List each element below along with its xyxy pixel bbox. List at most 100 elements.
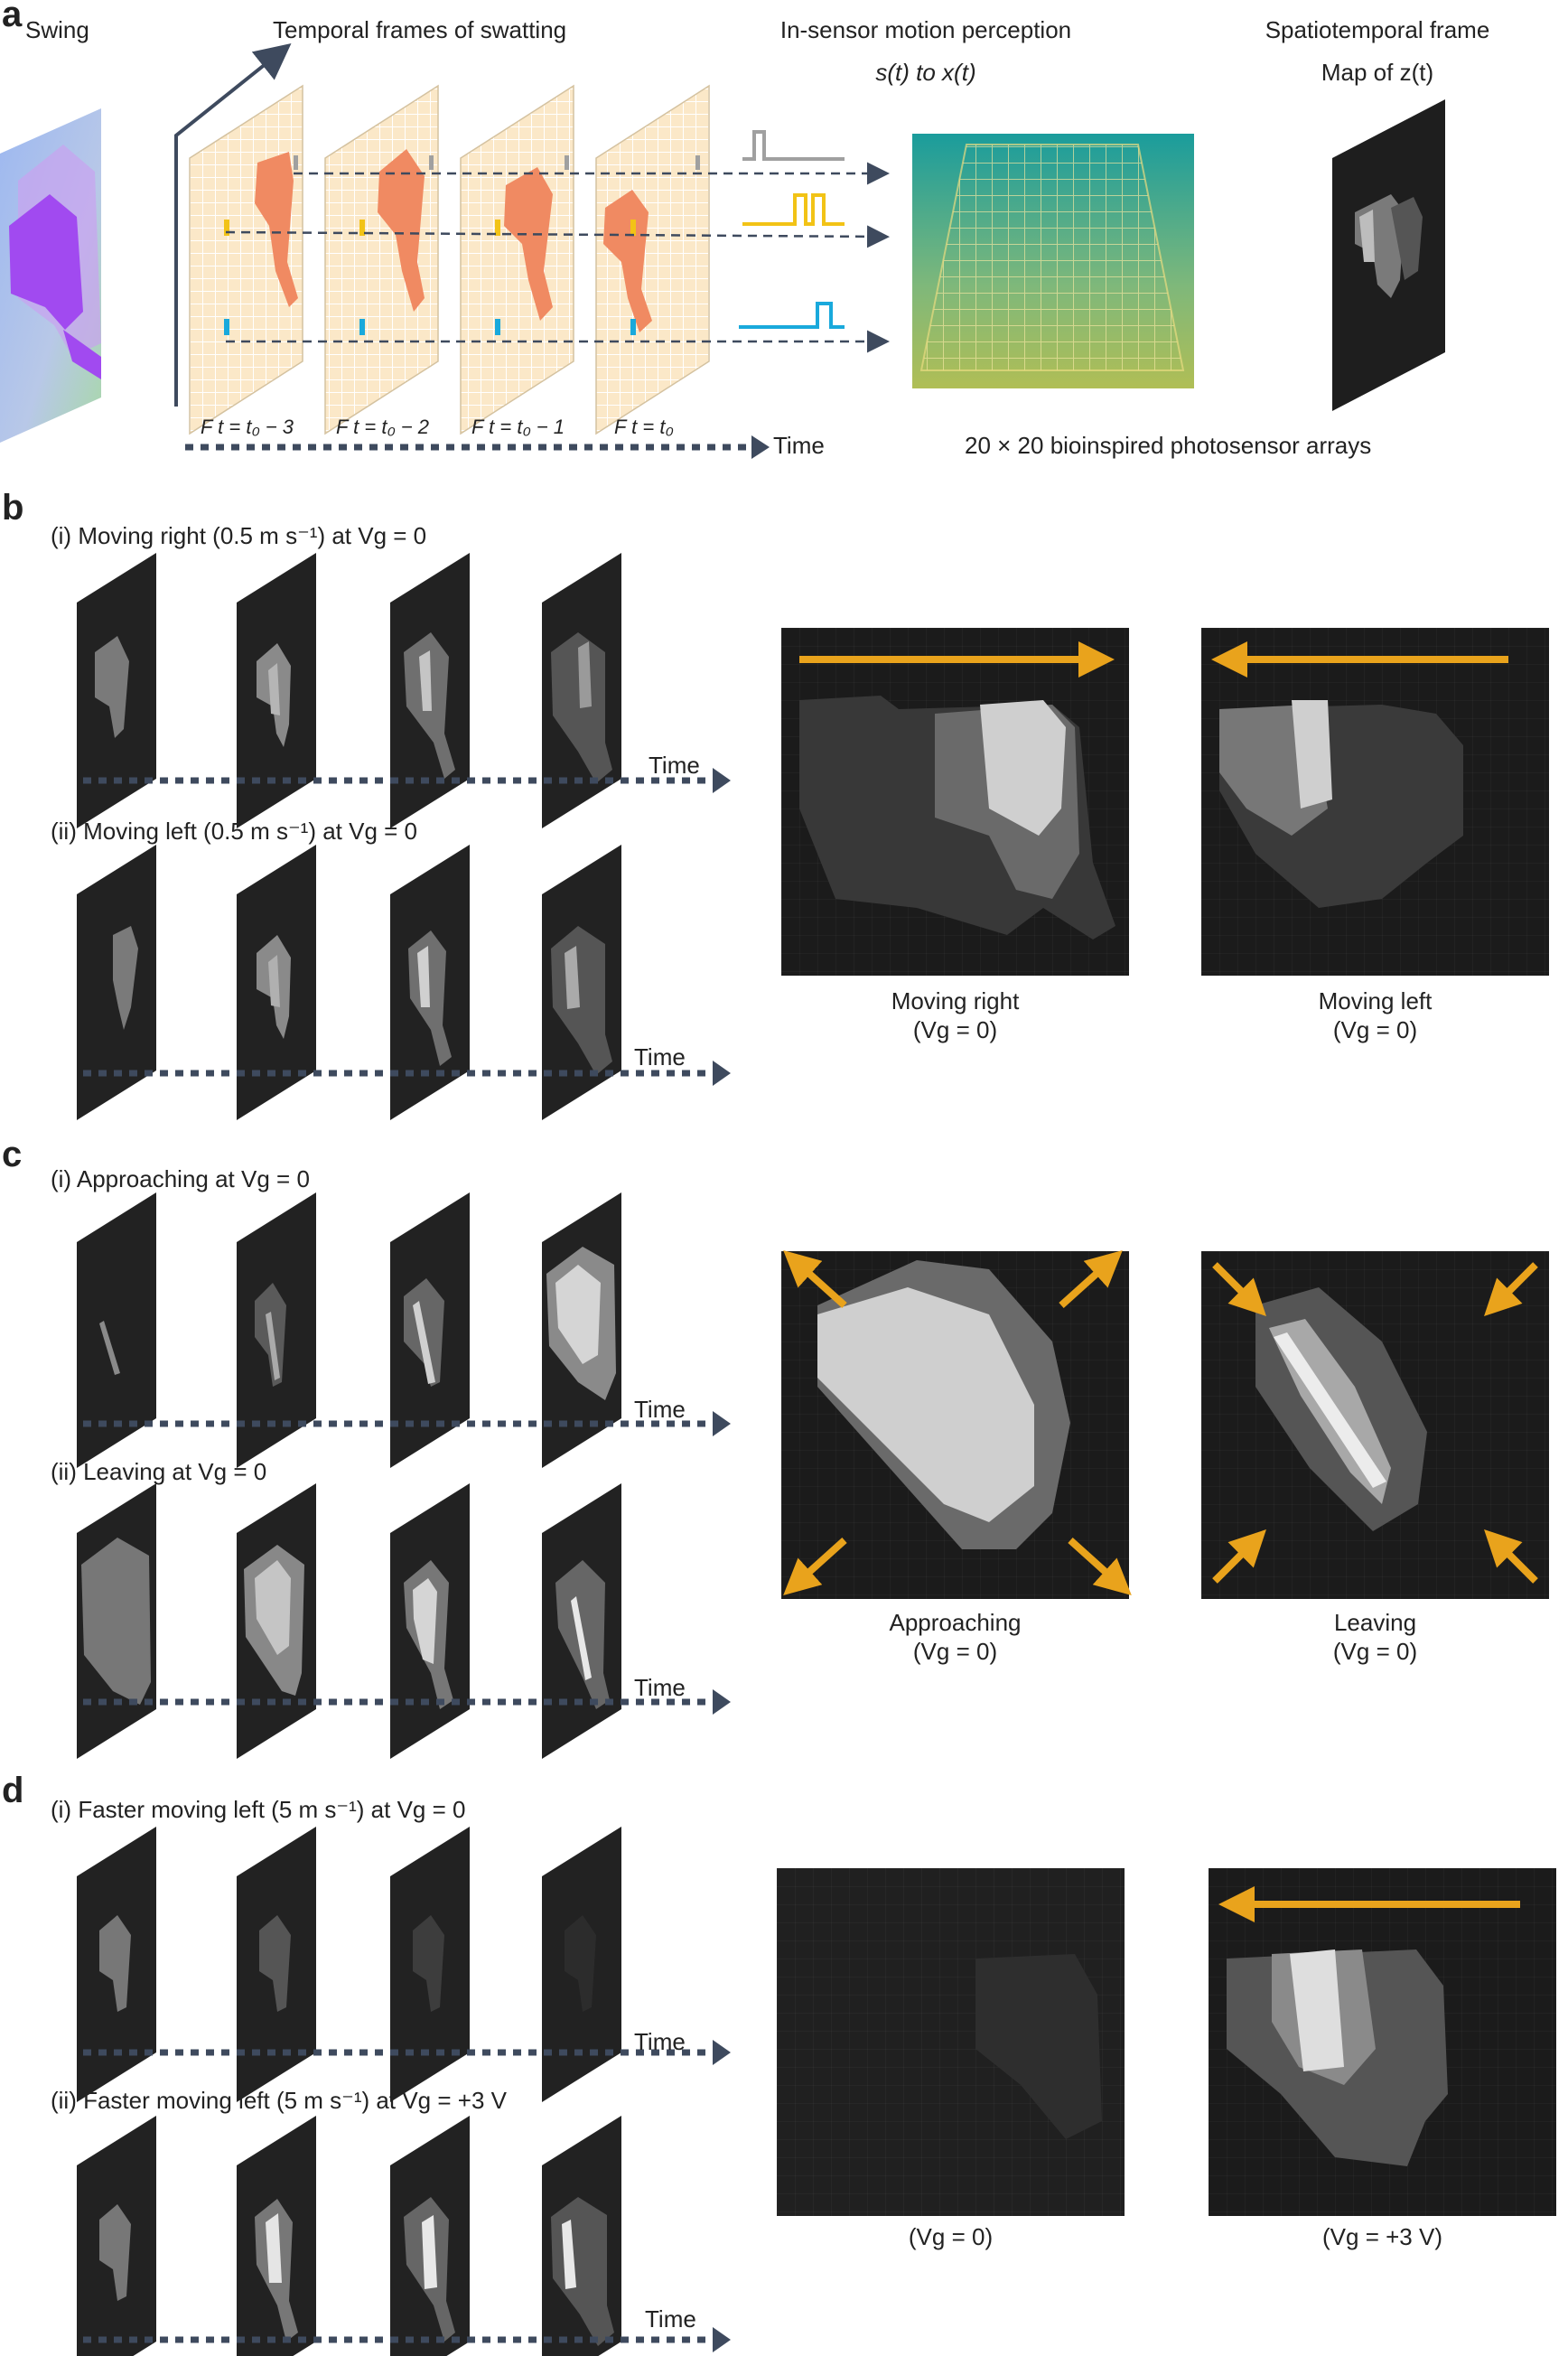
d-row1-label: (i) Faster moving left (5 m s⁻¹) at Vg =… [51,1796,466,1823]
d-row2-frame-2 [237,2116,316,2356]
c-row2-frame-3-blob-1 [413,1578,437,1664]
c-row1-frame-2-blob-1 [266,1312,280,1380]
b-row1-frame-3-blob-1 [419,650,432,711]
d-time-arrow-2-head [713,2327,731,2352]
c-map2-bright [1274,1332,1386,1488]
b-row1-frame-1 [77,553,156,828]
d-row2-frame-4-blob-1 [562,2220,576,2289]
insensor-label-line2: s(t) to x(t) [875,59,976,86]
c-map1-arrow-tl [783,1249,847,1308]
b-row2-frame-1-blob-0 [113,926,138,1030]
d-map1-faint [975,1954,1102,2139]
c-row1-frame-4 [542,1192,621,1468]
c-time-arrow-1-head [713,1411,731,1436]
insensor-label-line1: In-sensor motion perception [779,16,1072,43]
b-caption-right: Moving right (Vg = 0) [891,987,1020,1043]
panel-a-graphic [0,43,1445,459]
c-row2-frame-2 [237,1483,316,1759]
b-row1-frame-3 [390,553,470,828]
panel-d-letter: d [2,1771,24,1810]
d-row2-frame-1 [77,2116,156,2356]
b-row2-frame-4-blob-1 [565,946,580,1009]
panel-c-letter: c [2,1135,23,1174]
pulse-yellow [742,193,845,226]
d-row2-frame-4 [542,2116,621,2356]
temporal-frames-label: Temporal frames of swatting [273,16,567,43]
b-row2-frame-4 [542,845,621,1120]
d-row1-frame-4 [542,1827,621,2102]
swing-illustration [0,108,101,443]
c-time-arrow-2-head [713,1689,731,1715]
d-row1-frame-3 [390,1827,470,2102]
c-row2-frame-4 [542,1483,621,1759]
c-row1-frame-3 [390,1192,470,1468]
d-map2-bright [1290,1949,1344,2071]
d-row2-frame-1-blob-0 [99,2204,131,2301]
c-row2-frame-2-blob-1 [255,1560,291,1655]
d-caption-vg0: (Vg = 0) [908,2223,994,2250]
frame-label-2: F t = t₀ − 2 [336,416,430,438]
insensor-label: In-sensor motion perception s(t) to x(t) [723,16,1129,87]
pulse-gray [742,130,845,161]
array-label: 20 × 20 bioinspired photosensor arrays [965,432,1372,459]
c-caption-leaving: Leaving (Vg = 0) [1332,1609,1418,1665]
c-row1-frame-1-plate [77,1192,156,1468]
b-time-label-1: Time [649,752,700,779]
temporal-frame-1 [189,84,303,435]
c-map1-arrow-bl [783,1538,847,1596]
spatiotemporal-label: Spatiotemporal frame Map of z(t) [1219,16,1535,87]
d-row1-frame-4-blob-0 [565,1915,596,2012]
b-row2-frame-2-blob-1 [268,955,280,1007]
d-time-arrow-1-head [713,2040,731,2065]
c-row1-label: (i) Approaching at Vg = 0 [51,1165,310,1192]
b-row2-frame-2 [237,845,316,1120]
frame-label-3: F t = t₀ − 1 [471,416,565,438]
d-row2-frame-3 [390,2116,470,2356]
spatiotemporal-label-line1: Spatiotemporal frame [1265,16,1490,43]
d-row2-frame-2-blob-1 [266,2213,282,2283]
b-time-label-2: Time [634,1043,686,1070]
c-row2-frame-3 [390,1483,470,1759]
time-label-a: Time [773,432,825,459]
b-map1-bright [980,700,1066,836]
b-time-arrow-1-head [713,768,731,793]
d-row1-frame-2-blob-0 [259,1915,291,2012]
d-row1-frame-1-blob-0 [99,1915,131,2012]
c-row1-frame-2 [237,1192,316,1468]
panel-a-letter: a [2,0,23,34]
c-row2-frame-4-blob-1 [571,1596,592,1680]
d-caption-vg3: (Vg = +3 V) [1322,2223,1442,2250]
c-map2-arrow-br [1484,1529,1538,1584]
spatiotemporal-frame-a [1332,99,1445,411]
spatiotemporal-label-line2: Map of z(t) [1321,59,1434,86]
d-row1-frame-2 [237,1827,316,2102]
c-row1-frame-3-blob-1 [413,1301,435,1384]
c-map1-arrow-br [1068,1538,1132,1596]
c-row2-label: (ii) Leaving at Vg = 0 [51,1458,267,1485]
b-row2-label: (ii) Moving left (0.5 m s⁻¹) at Vg = 0 [51,818,418,845]
pulse-blue [739,302,845,329]
b-row2-frame-1 [77,845,156,1120]
axis-arrow [174,43,292,407]
d-row1-frame-3-blob-0 [413,1915,444,2012]
c-map1-arrow-tr [1059,1249,1123,1308]
c-row1-frame-1 [77,1192,156,1468]
photosensor-array [912,134,1194,388]
frame-label-4: F t = t₀ [614,416,674,438]
b-time-arrow-2-head [713,1061,731,1086]
b-row2-frame-3 [390,845,470,1120]
b-row1-frame-1-blob-0 [95,636,129,738]
c-map2-arrow-tr [1484,1262,1538,1316]
c-caption-approaching: Approaching (Vg = 0) [889,1609,1022,1665]
c-row1-frame-4-blob-1 [555,1265,601,1364]
c-map2-arrow-tl [1212,1262,1266,1316]
b-row1-frame-2 [237,553,316,828]
b-caption-left: Moving left (Vg = 0) [1318,987,1433,1043]
c-time-label-2: Time [634,1674,686,1701]
c-map2-arrow-bl [1212,1529,1266,1584]
swing-label: Swing [25,16,89,43]
c-time-label-1: Time [634,1396,686,1423]
b-row1-frame-4 [542,553,621,828]
d-time-label-1: Time [634,2028,686,2055]
